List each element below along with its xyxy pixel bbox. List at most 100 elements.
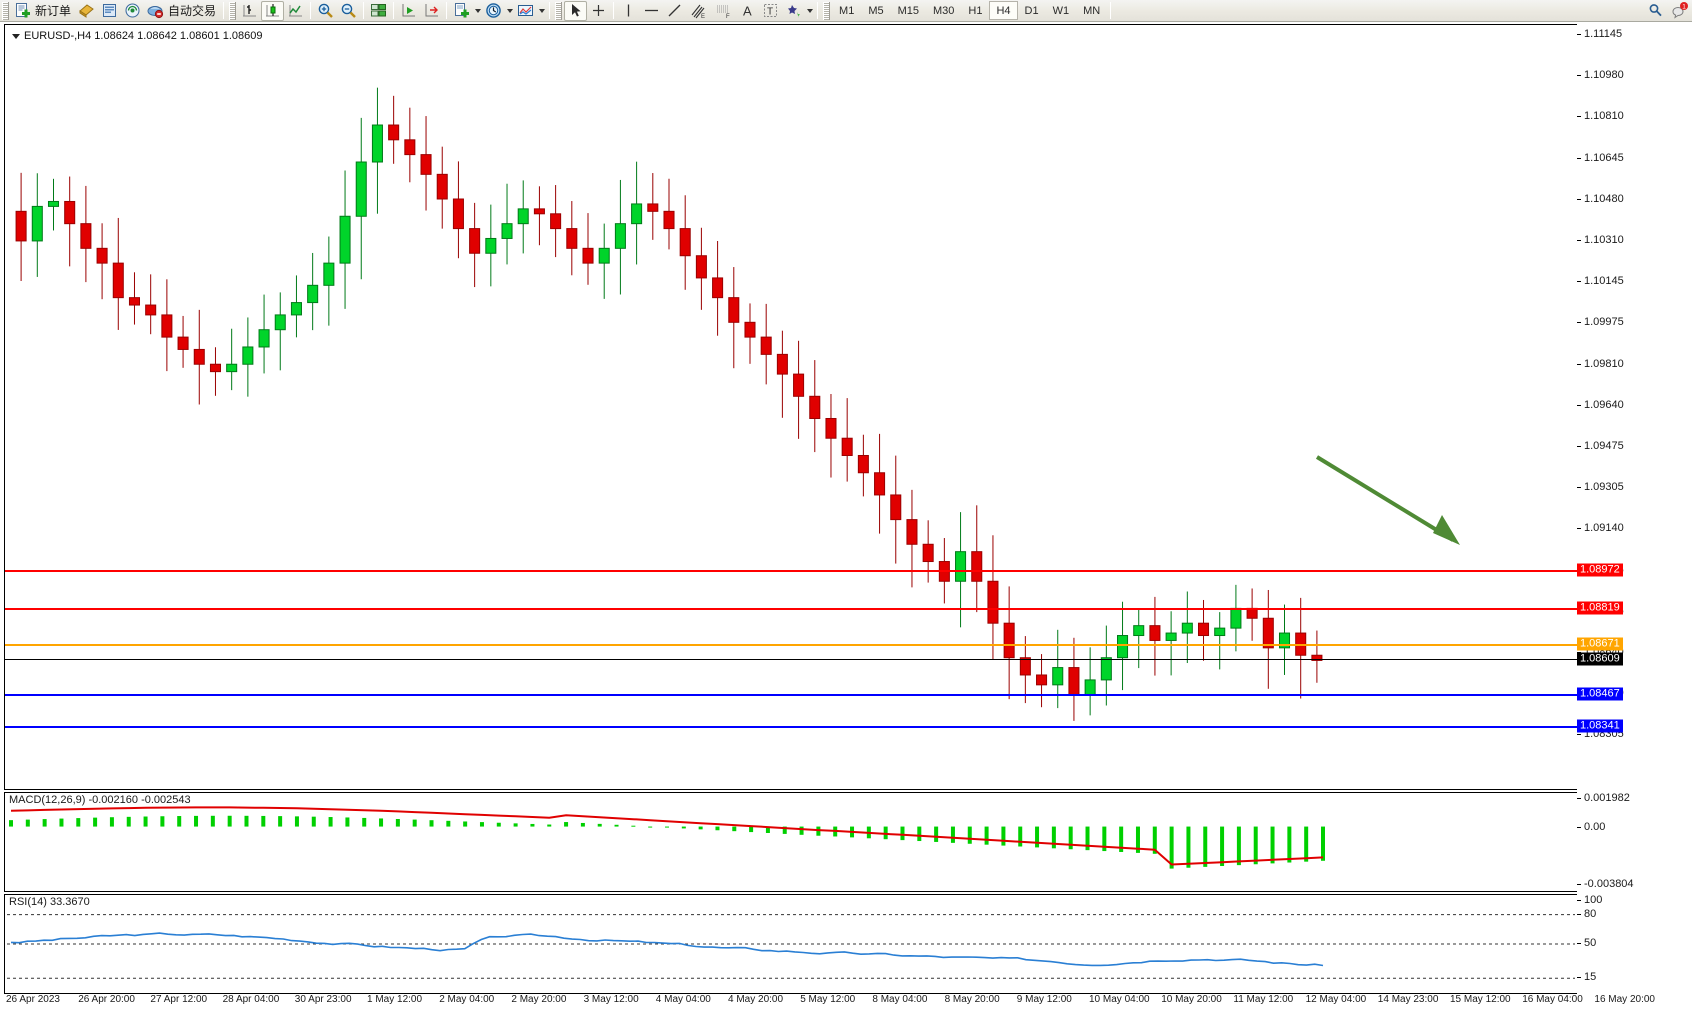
terminal-icon[interactable] xyxy=(98,1,121,21)
price-axis-tick: 1.09475 xyxy=(1577,440,1624,452)
crosshair-icon[interactable] xyxy=(587,1,610,21)
expert-advisors-icon[interactable] xyxy=(75,1,98,21)
tile-windows-icon[interactable] xyxy=(367,1,390,21)
templates-icon[interactable] xyxy=(450,1,473,21)
price-axis-tick: 1.09640 xyxy=(1577,399,1624,411)
search-icon[interactable] xyxy=(1644,1,1667,21)
macd-axis-tick: 0.001982 xyxy=(1577,792,1630,804)
zoom-out-icon[interactable] xyxy=(337,1,360,21)
toolbar-grip-1[interactable] xyxy=(2,1,9,20)
timeframe-m1[interactable]: M1 xyxy=(839,4,855,17)
timeframe-m30[interactable]: M30 xyxy=(933,4,955,17)
hline-icon[interactable] xyxy=(640,1,663,21)
price-level-chip[interactable]: 1.08609 xyxy=(1577,652,1623,666)
time-axis-label: 14 May 23:00 xyxy=(1377,994,1439,1005)
toolbar-separator-6 xyxy=(549,2,551,19)
candlestick-series xyxy=(15,87,1460,721)
fibonacci-icon[interactable]: F xyxy=(711,1,736,21)
timeframe-d1[interactable]: D1 xyxy=(1024,4,1039,17)
alerts-icon[interactable]: 1 xyxy=(1667,1,1692,21)
macd-indicator-pane[interactable]: MACD(12,26,9) -0.002160 -0.002543 xyxy=(4,792,1688,892)
toolbar-separator-4 xyxy=(393,2,395,19)
time-axis-label: 26 Apr 2023 xyxy=(6,994,60,1005)
time-axis-label: 8 May 20:00 xyxy=(944,994,1000,1005)
toolbar-separator-7 xyxy=(613,2,615,19)
time-axis-label: 4 May 04:00 xyxy=(655,994,711,1005)
price-level-chip[interactable]: 1.08467 xyxy=(1577,687,1623,701)
price-axis[interactable]: 1.11145 1.10980 1.10810 1.10645 1.10480 1.103… xyxy=(1577,24,1688,790)
down-arrow-annotation xyxy=(1315,455,1460,545)
period-dropdown-caret[interactable] xyxy=(505,2,514,20)
time-axis-label: 5 May 12:00 xyxy=(800,994,856,1005)
period-icon[interactable] xyxy=(482,1,505,21)
auto-scroll-icon[interactable] xyxy=(397,1,420,21)
cursor-icon[interactable] xyxy=(564,0,588,21)
toolbar-separator-8 xyxy=(817,2,819,19)
price-level-chip[interactable]: 1.08972 xyxy=(1577,563,1623,577)
time-axis-label: 2 May 20:00 xyxy=(511,994,567,1005)
line-chart-icon[interactable] xyxy=(284,1,307,21)
bar-chart-icon[interactable] xyxy=(238,1,261,21)
objects-dropdown-caret[interactable] xyxy=(805,2,814,20)
time-axis-label: 30 Apr 23:00 xyxy=(294,994,352,1005)
market-icon[interactable] xyxy=(144,1,167,21)
zoom-in-icon[interactable] xyxy=(314,1,337,21)
macd-title: MACD(12,26,9) -0.002160 -0.002543 xyxy=(9,794,191,806)
toolbar-grip-2[interactable] xyxy=(229,1,237,20)
new-order-label[interactable]: 新订单 xyxy=(35,4,72,18)
chart-shift-icon[interactable] xyxy=(420,1,443,21)
timeframe-w1[interactable]: W1 xyxy=(1052,4,1070,17)
toolbar-grip-4[interactable] xyxy=(823,1,831,20)
rsi-plot xyxy=(7,914,1575,979)
rsi-title: RSI(14) 33.3670 xyxy=(9,896,90,908)
price-axis-tick: 1.10810 xyxy=(1577,110,1624,122)
text-icon[interactable]: A xyxy=(736,1,759,21)
macd-axis-tick: -0.003804 xyxy=(1577,878,1634,890)
timeframe-h1[interactable]: H1 xyxy=(968,4,983,17)
price-level-chip[interactable]: 1.08671 xyxy=(1577,637,1623,651)
svg-text:E: E xyxy=(701,14,705,19)
toolbar-grip-3[interactable] xyxy=(555,1,563,20)
macd-plot xyxy=(9,806,1325,869)
timeframe-h4[interactable]: H4 xyxy=(989,1,1018,20)
candlestick-icon[interactable] xyxy=(261,0,285,21)
price-level-chip[interactable]: 1.08819 xyxy=(1577,601,1623,615)
price-plot[interactable]: EURUSD-,H4 1.08624 1.08642 1.08601 1.086… xyxy=(4,24,1688,790)
price-axis-tick: 1.10145 xyxy=(1577,275,1624,287)
rsi-indicator-pane[interactable]: RSI(14) 33.3670 xyxy=(4,894,1688,994)
toolbar-separator-5 xyxy=(446,2,448,19)
price-axis-tick: 1.10645 xyxy=(1577,152,1624,164)
timeframe-mn[interactable]: MN xyxy=(1083,4,1101,17)
text-label-icon[interactable]: T xyxy=(759,1,782,21)
indicators-icon[interactable] xyxy=(514,1,537,21)
time-axis[interactable]: 26 Apr 2023 26 Apr 20:00 27 Apr 12:00 28 Ap… xyxy=(4,994,1688,1010)
chart-symbol-header[interactable]: EURUSD-,H4 1.08624 1.08642 1.08601 1.086… xyxy=(12,30,263,42)
time-axis-label: 8 May 04:00 xyxy=(872,994,928,1005)
chevron-down-icon[interactable] xyxy=(12,33,20,39)
toolbar-separator-3 xyxy=(363,2,365,19)
equidistant-channel-icon[interactable]: E xyxy=(686,1,711,21)
new-order-icon[interactable] xyxy=(11,1,34,21)
rsi-axis-tick: 100 xyxy=(1577,894,1602,906)
price-axis-tick: 1.10480 xyxy=(1577,193,1624,205)
time-axis-label: 4 May 20:00 xyxy=(728,994,784,1005)
rsi-axis-tick: 80 xyxy=(1577,908,1596,920)
time-axis-label: 2 May 04:00 xyxy=(439,994,495,1005)
price-level-chip[interactable]: 1.08341 xyxy=(1577,719,1623,733)
trendline-icon[interactable] xyxy=(663,1,686,21)
objects-icon[interactable] xyxy=(782,1,805,21)
price-axis-tick: 1.11145 xyxy=(1577,28,1622,40)
vline-icon[interactable] xyxy=(617,1,640,21)
price-axis-tick: 1.10980 xyxy=(1577,69,1624,81)
time-axis-label: 9 May 12:00 xyxy=(1016,994,1072,1005)
timeframe-m5[interactable]: M5 xyxy=(868,4,884,17)
signals-icon[interactable] xyxy=(121,1,144,21)
price-axis-tick: 1.09810 xyxy=(1577,358,1624,370)
templates-dropdown-caret[interactable] xyxy=(473,2,482,20)
autotrading-label[interactable]: 自动交易 xyxy=(168,4,217,18)
price-axis-tick: 1.10310 xyxy=(1577,234,1624,246)
time-axis-label: 1 May 12:00 xyxy=(367,994,423,1005)
timeframe-m15[interactable]: M15 xyxy=(897,4,919,17)
indicators-dropdown-caret[interactable] xyxy=(537,2,546,20)
time-axis-label: 15 May 12:00 xyxy=(1450,994,1511,1005)
